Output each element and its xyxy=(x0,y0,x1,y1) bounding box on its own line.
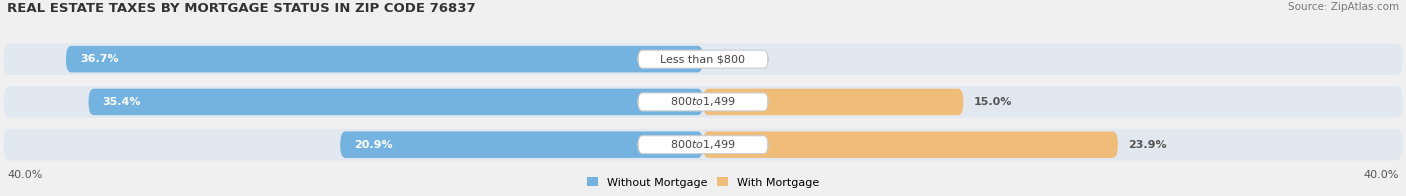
Text: 40.0%: 40.0% xyxy=(7,170,42,181)
Text: 20.9%: 20.9% xyxy=(354,140,392,150)
Text: 40.0%: 40.0% xyxy=(1364,170,1399,181)
Text: 15.0%: 15.0% xyxy=(974,97,1012,107)
FancyBboxPatch shape xyxy=(66,46,703,72)
FancyBboxPatch shape xyxy=(3,129,1403,161)
Text: 36.7%: 36.7% xyxy=(80,54,118,64)
Text: $800 to $1,499: $800 to $1,499 xyxy=(671,95,735,108)
Text: 0.0%: 0.0% xyxy=(720,54,751,64)
FancyBboxPatch shape xyxy=(703,132,1118,158)
Text: 35.4%: 35.4% xyxy=(103,97,141,107)
FancyBboxPatch shape xyxy=(638,50,768,68)
FancyBboxPatch shape xyxy=(3,43,1403,75)
FancyBboxPatch shape xyxy=(3,86,1403,118)
FancyBboxPatch shape xyxy=(638,93,768,111)
Text: Source: ZipAtlas.com: Source: ZipAtlas.com xyxy=(1288,2,1399,12)
FancyBboxPatch shape xyxy=(638,136,768,154)
Legend: Without Mortgage, With Mortgage: Without Mortgage, With Mortgage xyxy=(588,177,818,188)
Text: Less than $800: Less than $800 xyxy=(661,54,745,64)
Text: $800 to $1,499: $800 to $1,499 xyxy=(671,138,735,151)
FancyBboxPatch shape xyxy=(89,89,703,115)
Text: 23.9%: 23.9% xyxy=(1128,140,1167,150)
FancyBboxPatch shape xyxy=(340,132,703,158)
Text: REAL ESTATE TAXES BY MORTGAGE STATUS IN ZIP CODE 76837: REAL ESTATE TAXES BY MORTGAGE STATUS IN … xyxy=(7,2,475,15)
FancyBboxPatch shape xyxy=(703,89,963,115)
